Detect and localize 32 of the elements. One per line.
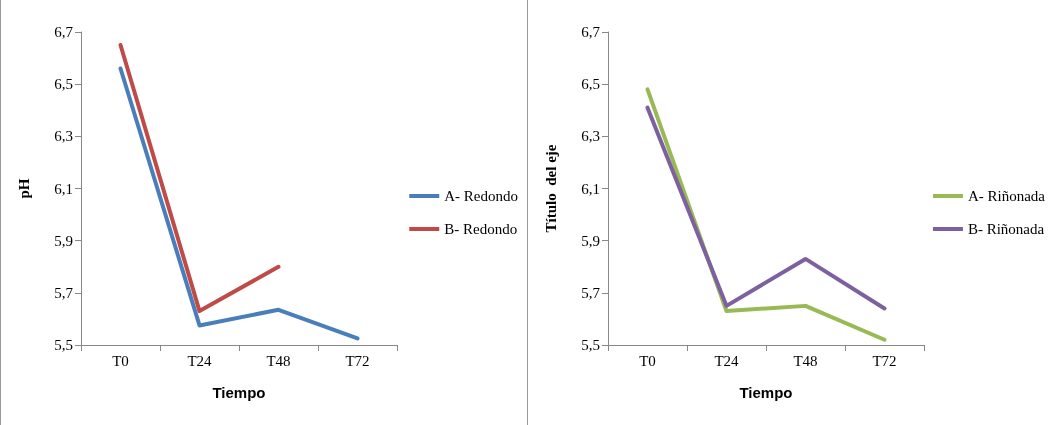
- x-tick-label: T48: [793, 352, 818, 369]
- y-tick-label: 5,7: [54, 284, 74, 301]
- x-tick-label: T0: [112, 352, 129, 369]
- y-tick-label: 5,9: [581, 232, 600, 249]
- line-series: [645, 105, 887, 311]
- y-tick-label: 6,5: [581, 76, 600, 93]
- y-tick-label: 6,1: [54, 180, 73, 197]
- line-series: [118, 66, 360, 341]
- x-tick-label: T48: [266, 352, 291, 369]
- legend-label: A- Riñonada: [967, 188, 1046, 204]
- y-tick-label: 5,7: [581, 284, 601, 301]
- x-tick-label: T0: [639, 352, 656, 369]
- y-tick-label: 6,5: [54, 76, 73, 93]
- y-tick-label: 6,3: [581, 128, 600, 145]
- y-tick-label: 6,3: [54, 128, 73, 145]
- legend-label: B- Redondo: [444, 221, 518, 237]
- y-axis-title: Título del eje: [542, 144, 559, 233]
- y-tick-label: 5,9: [54, 232, 73, 249]
- y-tick-label: 6,7: [581, 24, 601, 40]
- y-tick-label: 5,5: [54, 337, 73, 353]
- y-tick-label: 6,7: [54, 24, 74, 40]
- x-tick-label: T24: [714, 352, 740, 369]
- x-axis-title: Tiempo: [212, 384, 266, 401]
- x-axis-title: Tiempo: [739, 384, 793, 401]
- legend-label: B- Riñonada: [967, 221, 1045, 237]
- legend-label: A- Redondo: [444, 188, 519, 204]
- y-axis-title: pH: [15, 178, 32, 199]
- y-tick-label: 5,5: [581, 337, 600, 353]
- x-tick-label: T24: [187, 352, 213, 369]
- x-tick-label: T72: [345, 352, 370, 369]
- x-tick-label: T72: [872, 352, 897, 369]
- y-tick-label: 6,1: [581, 180, 600, 197]
